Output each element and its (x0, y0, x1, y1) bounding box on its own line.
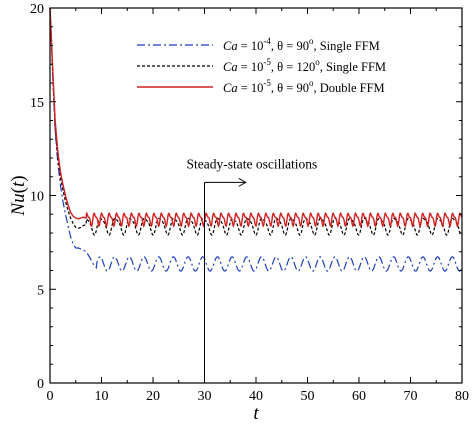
legend-label: , Single FFM (313, 39, 379, 53)
legend-ca: Ca (223, 39, 238, 53)
legend-base: = 10 (238, 39, 264, 53)
x-tick-label: 50 (301, 389, 315, 404)
legend-theta: , θ = 120 (271, 60, 315, 74)
annotation-text: Steady-state oscillations (186, 156, 317, 171)
x-tick-label: 30 (198, 389, 212, 404)
x-tick-label: 40 (249, 389, 263, 404)
legend-label: , Single FFM (320, 60, 386, 74)
y-tick-label: 10 (30, 190, 44, 205)
legend-label: , Double FFM (313, 81, 384, 95)
annotation: Steady-state oscillations (186, 156, 317, 383)
y-tick-label: 15 (30, 96, 44, 111)
x-tick-label: 0 (47, 389, 54, 404)
legend-theta: , θ = 90 (271, 81, 309, 95)
axes: 0 10 20 30 40 50 60 70 80 0 5 10 15 20 (30, 2, 469, 404)
y-axis-title: Nu(t) (8, 175, 29, 216)
x-tick-label: 60 (352, 389, 366, 404)
legend-exponent: -4 (263, 36, 271, 46)
series-line-3 (49, 7, 463, 228)
legend-degree: o (309, 36, 314, 46)
x-tick-label: 20 (146, 389, 160, 404)
x-tick-label: 70 (404, 389, 418, 404)
y-tick-label: 0 (37, 377, 44, 392)
x-tick-label: 10 (95, 389, 109, 404)
legend-ca: Ca (223, 81, 238, 95)
legend-entry-1: Ca = 10-4, θ = 90o, Single FFM (223, 36, 380, 53)
legend-ca: Ca (223, 60, 238, 74)
x-tick-label: 80 (455, 389, 469, 404)
x-axis-title: t (253, 403, 259, 424)
series-line-1 (49, 7, 463, 272)
legend-degree: o (315, 57, 320, 67)
data-lines (49, 7, 463, 272)
legend-degree: o (309, 78, 314, 88)
legend-exponent: -5 (263, 78, 271, 88)
legend-entry-2: Ca = 10-5, θ = 120o, Single FFM (223, 57, 386, 74)
legend-entry-3: Ca = 10-5, θ = 90o, Double FFM (223, 78, 385, 95)
legend-exponent: -5 (263, 57, 271, 67)
y-tick-label: 20 (30, 2, 44, 17)
legend-base: = 10 (238, 81, 264, 95)
annotation-arrowhead (238, 177, 247, 187)
legend-theta: , θ = 90 (271, 39, 309, 53)
y-tick-label: 5 (37, 283, 44, 298)
legend-base: = 10 (238, 60, 264, 74)
